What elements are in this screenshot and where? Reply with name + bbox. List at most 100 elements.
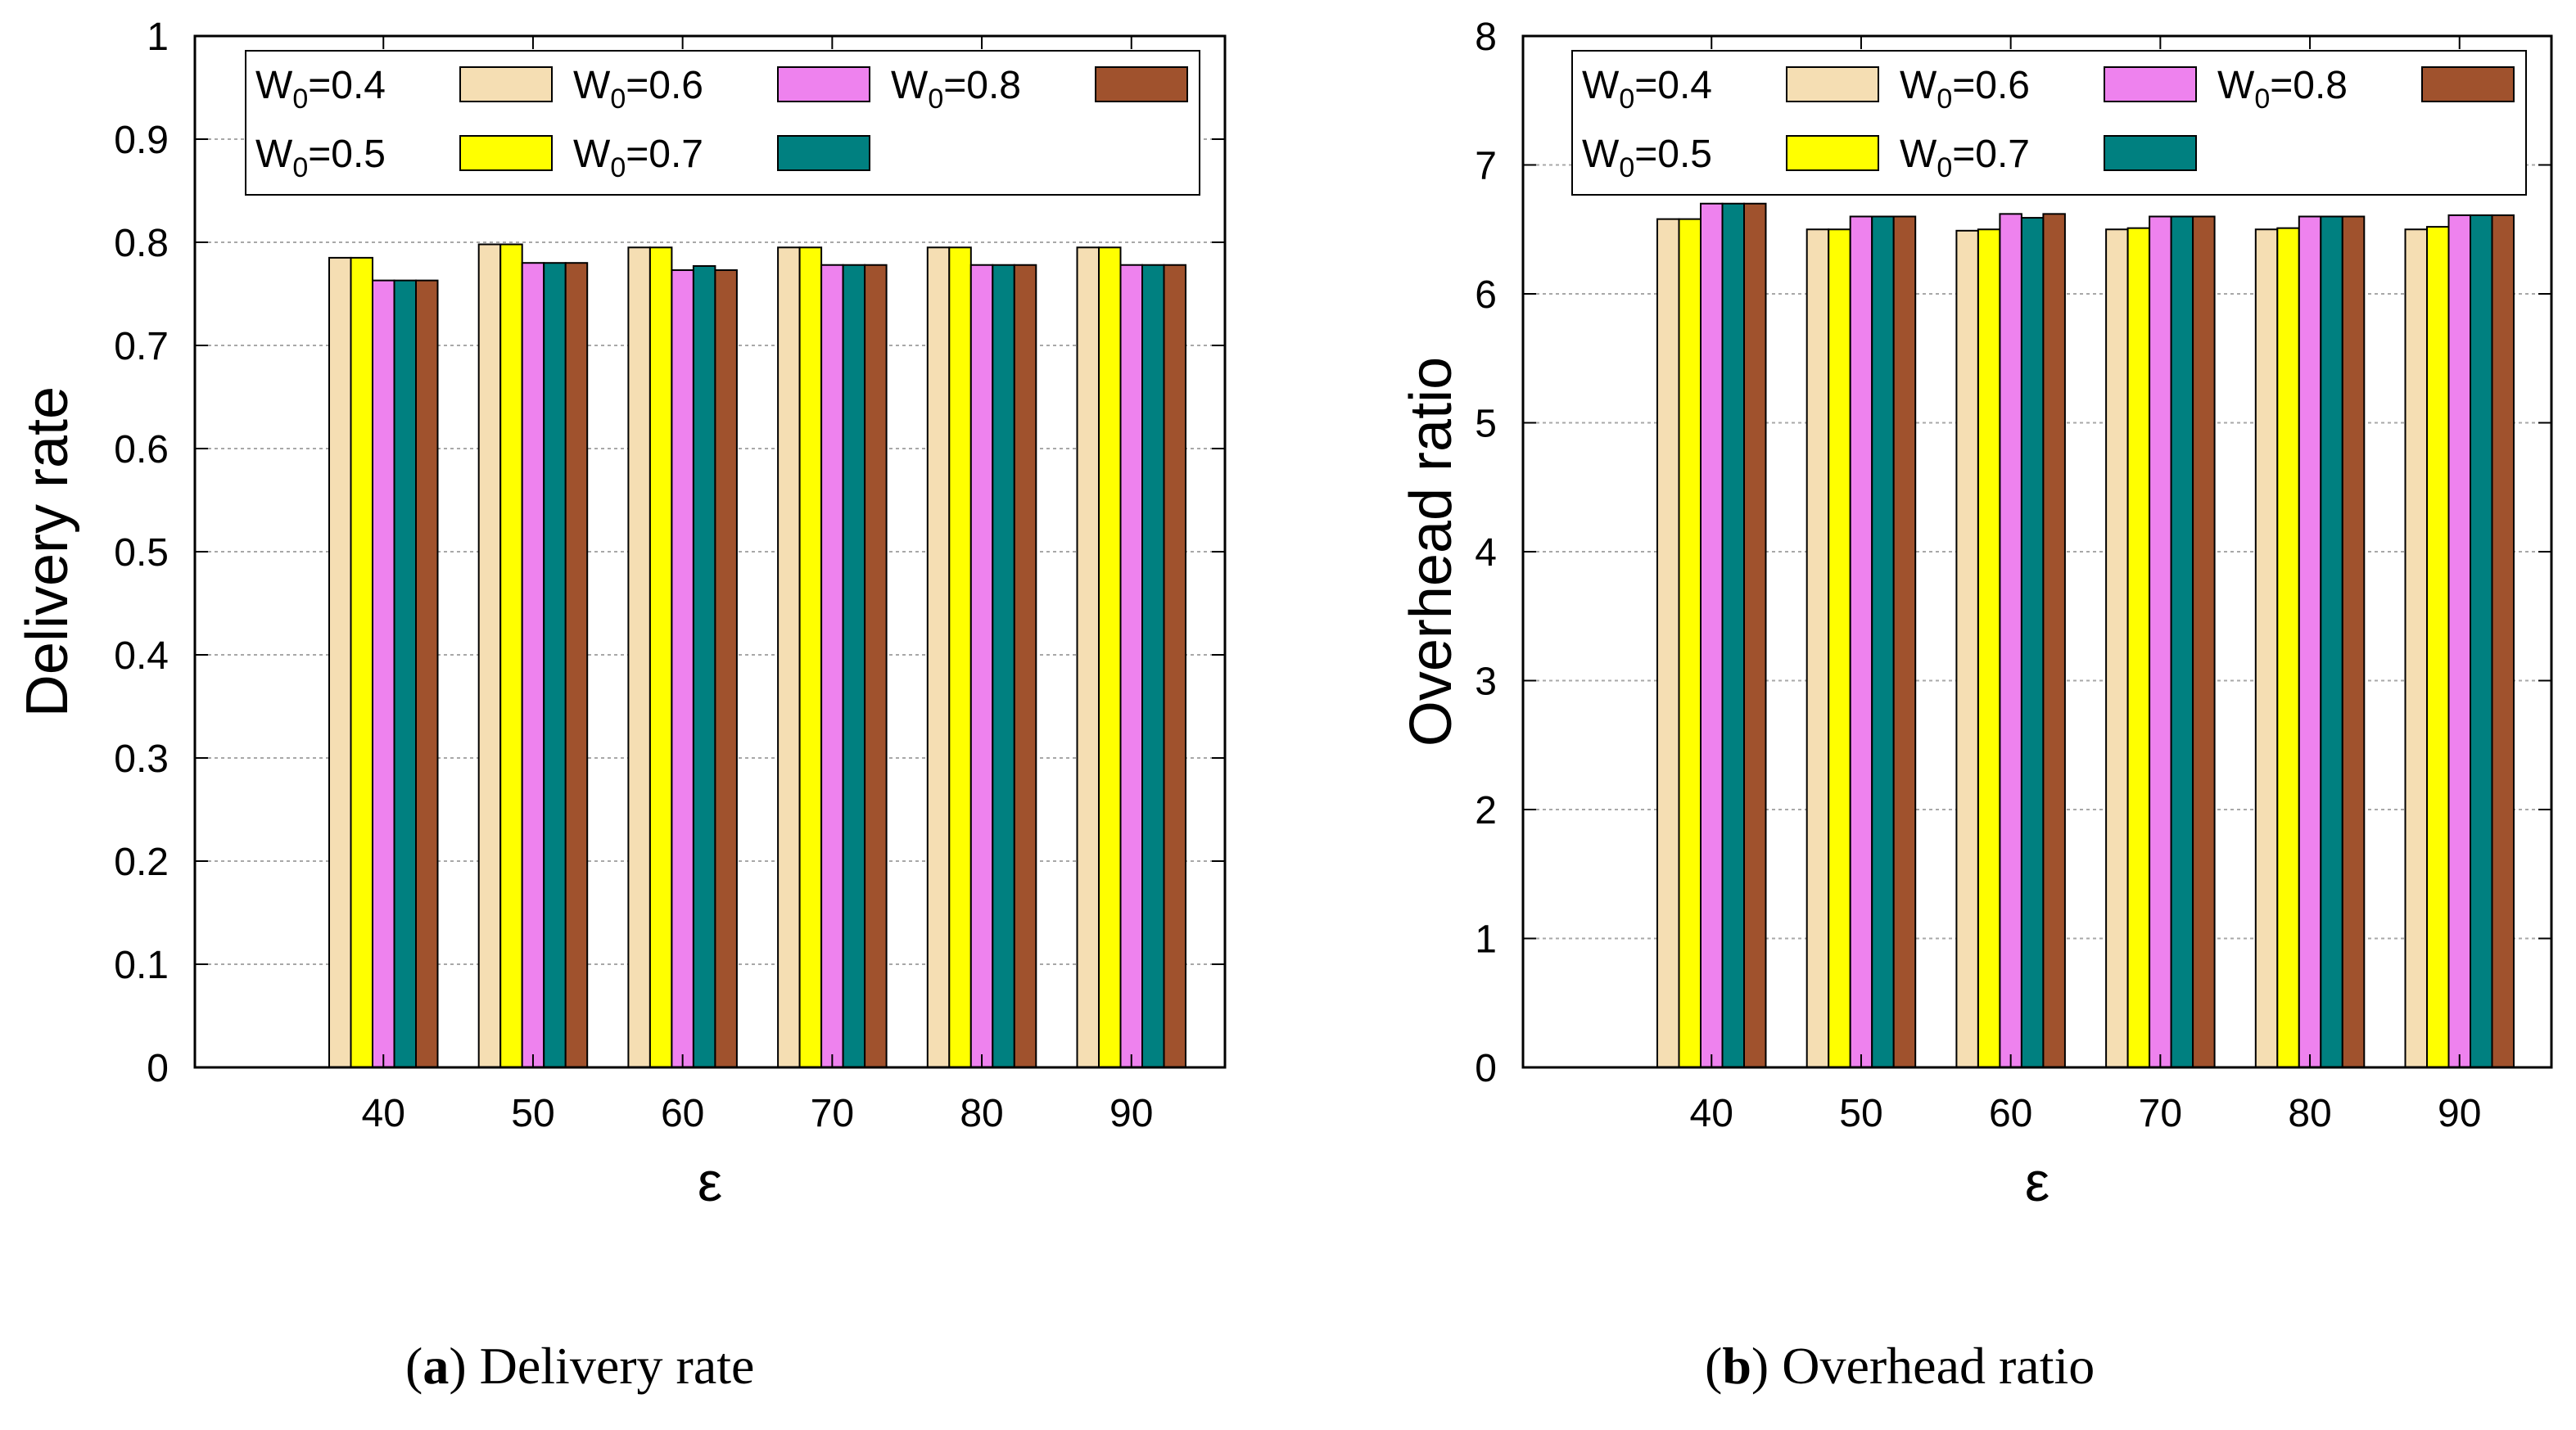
x-tick-label: 80 [960,1092,1003,1135]
bar [1141,264,1165,1069]
y-tick-label: 0.3 [114,738,169,781]
bar [714,269,738,1068]
legend: W0=0.4 W0=0.6 W0=0.8W0=0.5 W0=0.7 [1571,50,2527,196]
legend-label: W0=0.5 [255,133,386,183]
bar [948,246,972,1068]
caption-a-text: Delivery rate [479,1337,755,1395]
legend-swatch [1095,66,1188,102]
y-tick-label: 0.2 [114,841,169,884]
legend-label-subscript: 0 [610,83,626,115]
bar [1828,228,1851,1068]
y-tick-label: 6 [1475,273,1497,317]
x-tick-label: 50 [511,1092,554,1135]
bar [2341,215,2366,1068]
x-tick-label: 40 [362,1092,405,1135]
bar [1076,246,1100,1068]
legend-swatch [459,135,553,171]
legend-swatch [459,66,553,102]
legend-label-subscript: 0 [1619,83,1634,115]
bar [2170,215,2194,1068]
bar [1013,264,1037,1069]
y-tick-label: 1 [1475,918,1497,962]
x-axis-label: ε [2025,1151,2050,1213]
legend-label: W0=0.8 [2217,64,2348,115]
legend-label-prefix: W [1900,133,1937,176]
legend-label-prefix: W [1900,64,1937,107]
legend-label-value: =0.5 [308,133,386,176]
plot-frame [1521,34,2553,1069]
y-tick-label: 7 [1475,145,1497,188]
caption-a-letter: a [423,1337,450,1395]
bar [393,279,417,1068]
bar [1977,228,2001,1068]
legend-label-value: =0.8 [2270,64,2348,107]
y-tick-label: 4 [1475,531,1497,575]
bar [2276,227,2300,1068]
y-tick-label: 0.7 [114,325,169,368]
y-tick-label: 0.5 [114,531,169,575]
bar [1892,215,1917,1068]
legend-label-value: =0.8 [943,64,1021,107]
legend-entry: W0=0.6 [1900,64,2197,115]
legend-label: W0=0.6 [573,64,703,115]
bar [1999,213,2022,1069]
bar [649,246,673,1068]
legend-entry: W0=0.7 [1900,133,2197,183]
legend-entry: W0=0.5 [1582,133,1879,183]
bar [2042,213,2066,1069]
legend-entry: W0=0.4 [255,64,553,115]
y-tick-label: 0.8 [114,222,169,265]
x-tick-label: 80 [2288,1092,2331,1135]
bar [2020,217,2045,1069]
legend-label-prefix: W [255,64,293,107]
legend-label-value: =0.6 [1952,64,2030,107]
bar [671,269,694,1068]
bar [820,264,844,1069]
bar [1955,229,1979,1068]
legend-label-value: =0.4 [1634,64,1712,107]
legend-label-prefix: W [573,133,611,176]
legend-entry: W0=0.6 [573,64,870,115]
bar [992,264,1015,1069]
legend-entry: W0=0.4 [1582,64,1879,115]
legend-entry: W0=0.8 [2217,64,2515,115]
x-tick-label: 70 [2139,1092,2182,1135]
bar [499,243,523,1068]
legend-label-subscript: 0 [292,83,308,115]
legend-box [245,50,1200,196]
bar [2254,228,2279,1068]
legend-label-subscript: 0 [2254,83,2270,115]
bar [1678,218,1702,1068]
y-tick-label: 8 [1475,16,1497,59]
bar [2149,215,2172,1068]
y-tick-label: 3 [1475,661,1497,704]
bar [415,279,439,1068]
legend-label-subscript: 0 [292,152,308,183]
y-tick-label: 5 [1475,403,1497,446]
bar [842,264,866,1069]
bar [969,264,994,1069]
x-tick-label: 60 [661,1092,704,1135]
bar [2470,214,2493,1068]
legend-label-subscript: 0 [928,83,943,115]
y-tick-label: 1 [147,16,169,59]
legend-label: W0=0.7 [573,133,703,183]
x-tick-label: 60 [1989,1092,2032,1135]
legend-label-prefix: W [255,133,293,176]
bar [2105,228,2129,1068]
legend-label-prefix: W [1582,64,1620,107]
bar [2126,227,2151,1068]
legend-label-prefix: W [1582,133,1620,176]
bar [864,264,888,1069]
panel-a-delivery-rate-chart: 0 0.1 0.2 0.3 0.4 0.5 0.6 0.7 0.8 0.9 1 40 50 60 70 80 9… [15,16,1227,1213]
legend-swatch [777,135,870,171]
legend-label-value: =0.4 [308,64,386,107]
legend-box [1571,50,2527,196]
legend-swatch [1786,66,1879,102]
bar [1700,202,1724,1068]
legend-swatch [2104,135,2197,171]
y-axis-label: Delivery rate [15,386,80,717]
legend-label-value: =0.7 [626,133,703,176]
legend-label-value: =0.5 [1634,133,1712,176]
